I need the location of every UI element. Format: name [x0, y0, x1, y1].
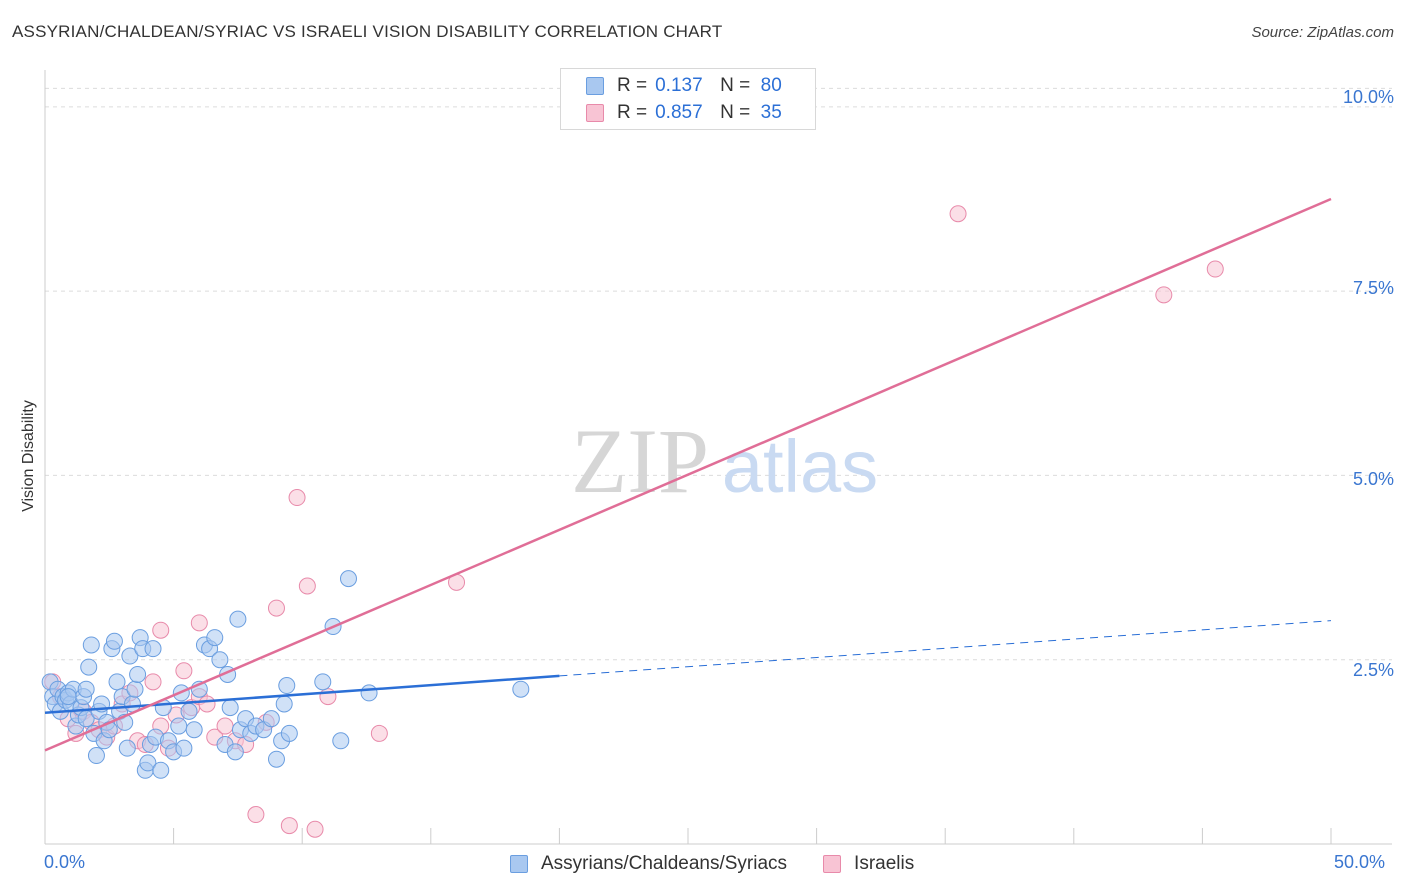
point-assyrians — [206, 629, 224, 647]
point-assyrians — [121, 647, 139, 665]
point-assyrians — [80, 658, 98, 676]
grid-lines — [45, 87, 1392, 661]
point-israelis — [1206, 260, 1224, 278]
point-israelis — [306, 820, 324, 838]
point-assyrians — [139, 754, 157, 772]
point-israelis — [144, 673, 162, 691]
trend-line-assyrians — [44, 674, 560, 715]
point-israelis — [198, 695, 216, 713]
point-assyrians — [226, 743, 244, 761]
swatch-assyrians — [586, 77, 604, 95]
trend-lines — [44, 197, 1332, 752]
watermark-atlas: atlas — [722, 425, 878, 508]
y-tick-7-5: 7.5% — [1352, 278, 1394, 298]
point-israelis — [288, 489, 306, 507]
point-assyrians — [275, 695, 293, 713]
point-israelis — [247, 806, 265, 824]
stats-row-assyrians: R = 0.137 N = 80 — [586, 75, 786, 97]
point-assyrians — [59, 688, 77, 706]
point-israelis — [267, 599, 285, 617]
axes — [44, 70, 1392, 845]
series-assyrians — [41, 570, 530, 779]
n-value: 35 — [760, 102, 782, 123]
r-label: R = — [617, 102, 648, 123]
y-tick-10: 10.0% — [1342, 87, 1394, 107]
point-israelis — [949, 205, 967, 223]
point-assyrians — [77, 680, 95, 698]
r-value: 0.857 — [655, 102, 703, 123]
point-assyrians — [87, 747, 105, 765]
point-assyrians — [267, 750, 285, 768]
chart-source: Source: ZipAtlas.com — [1251, 24, 1394, 41]
n-value: 80 — [760, 75, 782, 96]
legend-swatch-israelis — [823, 855, 842, 873]
point-assyrians — [229, 610, 247, 628]
stats-legend: R = 0.137 N = 80 R = 0.857 N = 35 — [560, 68, 816, 130]
legend-label-assyrians: Assyrians/Chaldeans/Syriacs — [541, 853, 788, 874]
point-israelis — [280, 817, 298, 835]
n-label: N = — [720, 75, 751, 96]
stats-row-israelis: R = 0.857 N = 35 — [586, 102, 786, 124]
point-assyrians — [82, 636, 100, 654]
r-value: 0.137 — [655, 75, 703, 96]
watermark: ZIP atlas — [571, 410, 878, 512]
point-assyrians — [175, 739, 193, 757]
point-assyrians — [512, 680, 530, 698]
point-assyrians — [332, 732, 350, 750]
point-israelis — [370, 724, 388, 742]
series-legend: Assyrians/Chaldeans/Syriacs Israelis — [510, 852, 950, 876]
point-assyrians — [180, 702, 198, 720]
trend-line-israelis — [44, 197, 1332, 752]
point-israelis — [298, 577, 316, 595]
swatch-israelis — [586, 104, 604, 122]
legend-label-israelis: Israelis — [854, 853, 915, 874]
point-assyrians — [314, 673, 332, 691]
point-assyrians — [118, 739, 136, 757]
point-israelis — [1155, 286, 1173, 304]
point-israelis — [152, 621, 170, 639]
r-label: R = — [617, 75, 648, 96]
point-assyrians — [278, 677, 296, 695]
x-tick-min: 0.0% — [44, 852, 86, 872]
n-label: N = — [720, 102, 751, 123]
legend-item-assyrians[interactable]: Assyrians/Chaldeans/Syriacs — [510, 853, 787, 875]
watermark-zip: ZIP — [571, 410, 709, 512]
y-tick-2-5: 2.5% — [1352, 660, 1394, 680]
point-assyrians — [126, 680, 144, 698]
chart-title: ASSYRIAN/CHALDEAN/SYRIAC VS ISRAELI VISI… — [12, 22, 723, 41]
point-assyrians — [170, 717, 188, 735]
point-assyrians — [152, 761, 170, 779]
legend-swatch-assyrians — [510, 855, 528, 873]
point-assyrians — [105, 632, 123, 650]
point-israelis — [175, 662, 193, 680]
y-tick-5: 5.0% — [1352, 469, 1394, 489]
point-israelis — [190, 614, 208, 632]
point-assyrians — [108, 673, 126, 691]
point-assyrians — [129, 665, 147, 683]
point-assyrians — [221, 699, 239, 717]
x-tick-max: 50.0% — [1334, 852, 1386, 872]
point-assyrians — [339, 570, 357, 588]
point-assyrians — [360, 684, 378, 702]
point-assyrians — [280, 724, 298, 742]
legend-item-israelis[interactable]: Israelis — [823, 853, 914, 875]
point-assyrians — [144, 640, 162, 658]
trend-extension-assyrians — [559, 620, 1332, 677]
point-israelis — [216, 717, 234, 735]
point-assyrians — [211, 651, 229, 669]
point-assyrians — [185, 721, 203, 739]
point-assyrians — [262, 710, 280, 728]
